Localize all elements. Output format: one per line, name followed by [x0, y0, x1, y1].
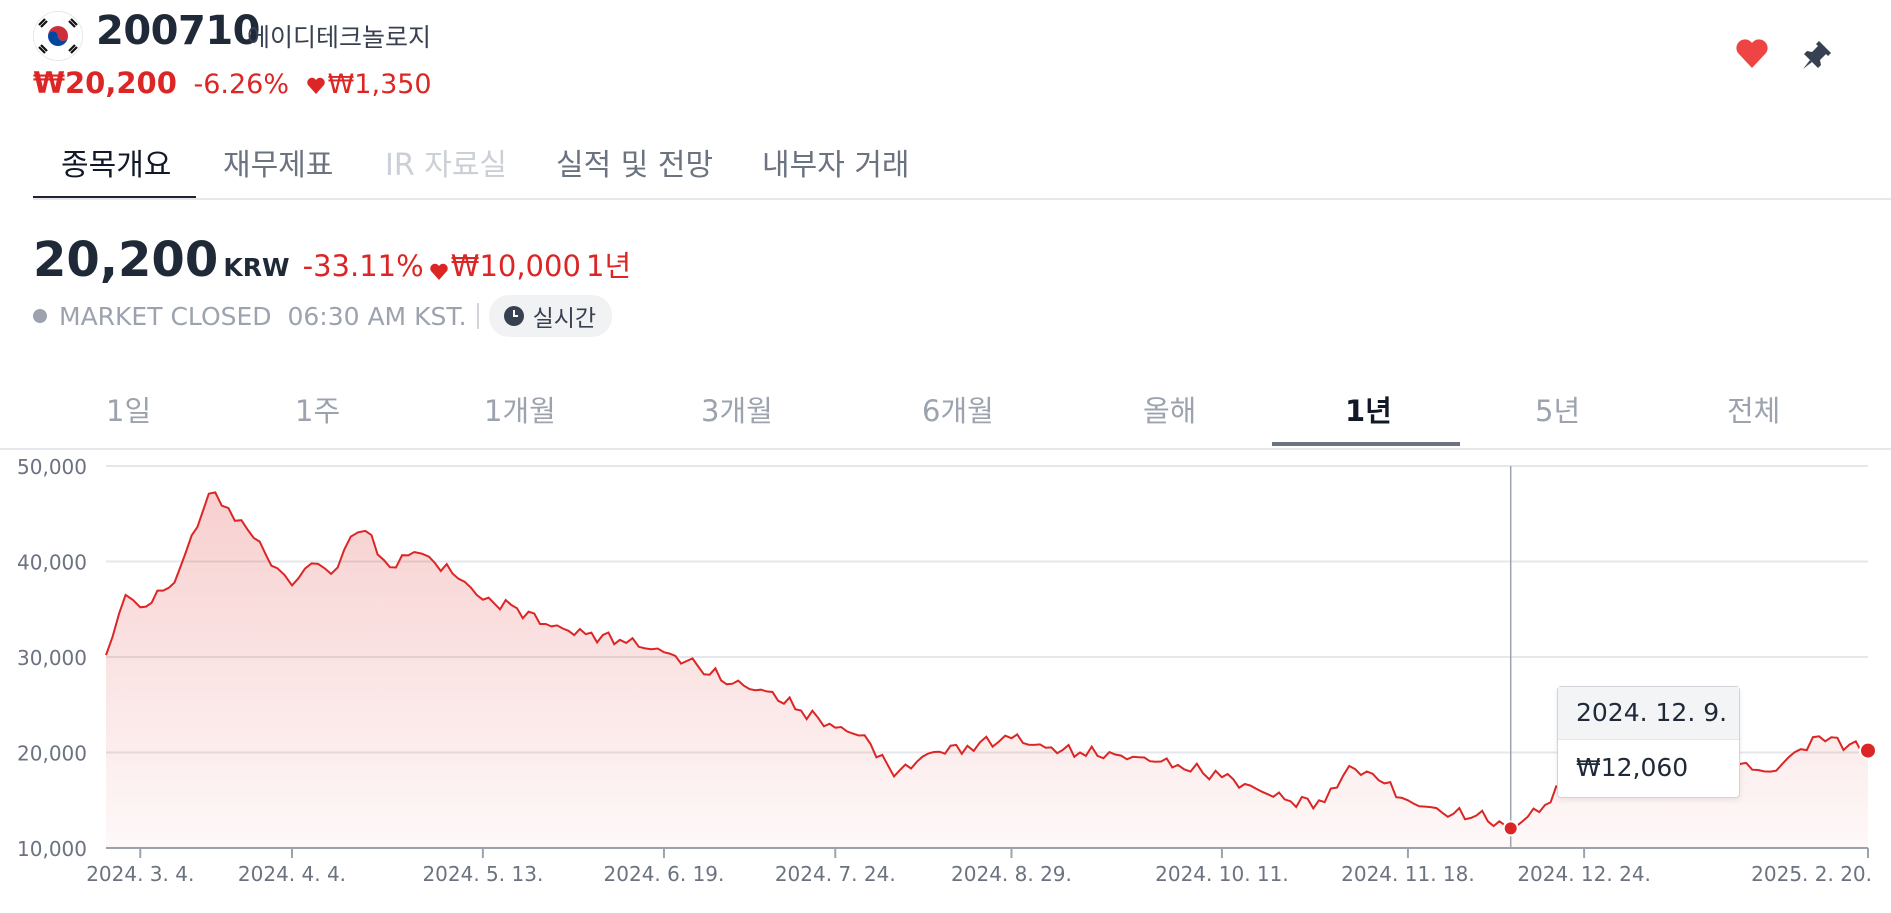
- korea-flag-icon: [33, 11, 83, 61]
- tab-insider[interactable]: 내부자 거래: [762, 148, 910, 183]
- y-tick-label: 50,000: [17, 455, 87, 479]
- x-tick-label: 2024. 7. 24.: [775, 862, 896, 886]
- highlight-point: [1502, 820, 1519, 837]
- quote-period: 1년: [586, 249, 632, 283]
- y-tick-label: 10,000: [17, 837, 87, 861]
- market-status-row: MARKET CLOSED 06:30 AM KST. 실시간: [33, 295, 613, 337]
- header-price-row: ₩20,200 -6.26% ₩1,350: [33, 66, 440, 100]
- down-heart-icon: [306, 77, 325, 94]
- active-range-indicator: [1272, 442, 1460, 446]
- pin-icon: [1803, 41, 1831, 69]
- x-tick-label: 2024. 4. 4.: [238, 862, 346, 886]
- x-tick-label: 2024. 8. 29.: [951, 862, 1072, 886]
- active-tab-indicator: [33, 196, 196, 199]
- x-tick-label: 2024. 12. 24.: [1517, 862, 1651, 886]
- tab-ir[interactable]: IR 자료실: [385, 148, 508, 183]
- header-change-abs: ₩1,350: [327, 69, 432, 100]
- y-tick-label: 30,000: [17, 646, 87, 670]
- range-3m[interactable]: 3개월: [701, 394, 773, 428]
- realtime-label: 실시간: [532, 306, 597, 332]
- ticker-symbol: 200710: [96, 8, 261, 54]
- ranges-divider: [0, 448, 1891, 450]
- x-tick-label: 2025. 2. 20.: [1751, 862, 1872, 886]
- x-tick-label: 2024. 6. 19.: [604, 862, 725, 886]
- range-all[interactable]: 전체: [1727, 394, 1781, 428]
- section-tabs: 종목개요 재무제표 IR 자료실 실적 및 전망 내부자 거래: [33, 118, 1891, 199]
- range-ytd[interactable]: 올해: [1143, 394, 1197, 428]
- tooltip-date: 2024. 12. 9.: [1558, 687, 1739, 740]
- quote-currency: KRW: [223, 253, 290, 282]
- company-name: 에이디테크놀로지: [247, 23, 432, 52]
- range-1w[interactable]: 1주: [295, 394, 341, 428]
- quote-change-pct: -33.11%: [302, 249, 424, 283]
- market-status: MARKET CLOSED: [59, 301, 272, 331]
- range-6m[interactable]: 6개월: [922, 394, 994, 428]
- chart-tooltip: 2024. 12. 9. ₩12,060: [1557, 686, 1740, 798]
- header-change-pct: -6.26%: [193, 69, 290, 100]
- x-tick-label: 2024. 5. 13.: [422, 862, 543, 886]
- down-heart-icon: [430, 263, 448, 280]
- last-price-point: [1859, 741, 1877, 760]
- price-chart[interactable]: 50,000 40,000 30,000 20,000 10,000 2024. 3. …: [0, 450, 1891, 913]
- range-1m[interactable]: 1개월: [484, 394, 556, 428]
- range-5y[interactable]: 5년: [1535, 394, 1581, 428]
- status-separator: [476, 303, 479, 329]
- realtime-badge[interactable]: 실시간: [488, 295, 613, 337]
- tooltip-value: ₩12,060: [1576, 753, 1689, 782]
- tabs-divider: [33, 198, 1891, 200]
- y-tick-label: 40,000: [17, 551, 87, 575]
- status-dot: [33, 309, 47, 323]
- range-1d[interactable]: 1일: [106, 394, 152, 428]
- heart-icon: [1736, 39, 1768, 68]
- tab-earnings[interactable]: 실적 및 전망: [556, 148, 714, 183]
- quote-summary: 20,200 KRW -33.11% ₩10,000 1년: [33, 232, 631, 288]
- x-tick-label: 2024. 11. 18.: [1341, 862, 1475, 886]
- market-time: 06:30 AM KST.: [287, 301, 467, 331]
- pin-button[interactable]: [1800, 38, 1834, 76]
- quote-change-abs: ₩10,000: [450, 249, 581, 283]
- header-price: ₩20,200: [33, 66, 177, 100]
- favorite-button[interactable]: [1735, 38, 1769, 74]
- tab-financials[interactable]: 재무제표: [223, 148, 334, 183]
- clock-icon: [503, 306, 524, 326]
- x-tick-label: 2024. 3. 4.: [86, 862, 194, 886]
- x-tick-label: 2024. 10. 11.: [1155, 862, 1289, 886]
- tab-overview[interactable]: 종목개요: [61, 148, 172, 183]
- quote-price: 20,200: [33, 232, 219, 288]
- price-area: [106, 492, 1868, 848]
- y-tick-label: 20,000: [17, 742, 87, 766]
- range-1y[interactable]: 1년: [1345, 394, 1392, 428]
- range-selector: 1일 1주 1개월 3개월 6개월 올해 1년 5년 전체: [0, 370, 1891, 450]
